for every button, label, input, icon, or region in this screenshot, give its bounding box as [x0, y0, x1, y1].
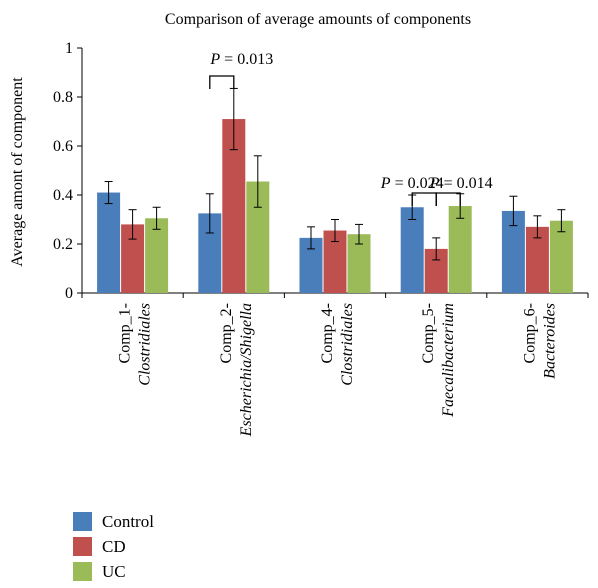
category-label-prefix: Comp_2-	[218, 303, 235, 363]
legend-item-cd: CD	[73, 534, 154, 559]
legend-item-control: Control	[73, 509, 154, 534]
significance-bracket	[209, 75, 235, 89]
bar-uc	[347, 234, 371, 293]
legend-swatch	[73, 512, 92, 531]
y-tick-label: 0	[65, 285, 73, 302]
y-tick-label: 1	[65, 40, 73, 57]
category-label-taxon: Clostridiales	[339, 303, 356, 386]
category-label-taxon: Clostridiales	[137, 303, 154, 386]
bars-layer	[97, 119, 573, 293]
category-label-taxon: Escherichia/Shigella	[238, 303, 255, 437]
p-value-symbol: P	[209, 51, 220, 68]
bar-cd	[121, 224, 145, 293]
p-value-number: = 0.024	[391, 175, 444, 192]
legend-item-uc: UC	[73, 559, 154, 584]
p-value-label: P = 0.013	[209, 51, 273, 68]
legend-label: CD	[102, 536, 126, 556]
y-tick-label: 0.6	[53, 138, 73, 155]
y-tick-label: 0.4	[53, 187, 73, 204]
category-label-prefix: Comp_1-	[117, 303, 134, 363]
bar-cd	[525, 226, 549, 293]
p-value-number: = 0.013	[220, 51, 273, 68]
bar-cd	[424, 248, 448, 293]
legend-label: Control	[102, 511, 154, 531]
p-value-label: P = 0.024	[380, 175, 444, 192]
bar-uc	[145, 218, 169, 293]
bar-control	[400, 207, 424, 293]
legend: Control CD UC	[73, 509, 154, 584]
legend-label: UC	[102, 561, 126, 581]
bar-cd	[323, 230, 347, 293]
y-axis-label: Average amont of component	[9, 77, 26, 267]
bar-uc	[246, 181, 270, 293]
bar-cd	[222, 119, 246, 293]
legend-swatch	[73, 562, 92, 581]
bar-control	[97, 192, 121, 293]
p-value-number: = 0.014	[440, 175, 493, 192]
y-tick-label: 0.2	[53, 236, 73, 253]
category-label-prefix: Comp_6-	[521, 303, 538, 363]
category-label-prefix: Comp_5-	[420, 303, 437, 363]
category-labels: Comp_1- Clostridiales Comp_2- Escherichia/S…	[117, 303, 559, 437]
p-value-symbol: P	[380, 175, 391, 192]
y-tick-label: 0.8	[53, 89, 73, 106]
chart-title: Comparison of average amounts of compone…	[165, 11, 471, 28]
bar-control	[501, 210, 525, 293]
bar-control	[299, 237, 323, 293]
category-label-taxon: Faecalibacterium	[440, 303, 457, 418]
bar-uc	[448, 206, 472, 293]
error-bars-layer	[104, 87, 566, 261]
bar-control	[198, 213, 222, 293]
p-value-label: P = 0.014	[429, 175, 493, 192]
significance-bracket	[435, 192, 461, 206]
p-value-symbol: P	[429, 175, 440, 192]
chart-canvas: Comparison of average amounts of compone…	[9, 11, 589, 437]
category-label-prefix: Comp_4-	[319, 303, 336, 363]
bar-uc	[549, 220, 573, 293]
legend-swatch	[73, 537, 92, 556]
category-label-taxon: Bacteroides	[541, 303, 558, 379]
